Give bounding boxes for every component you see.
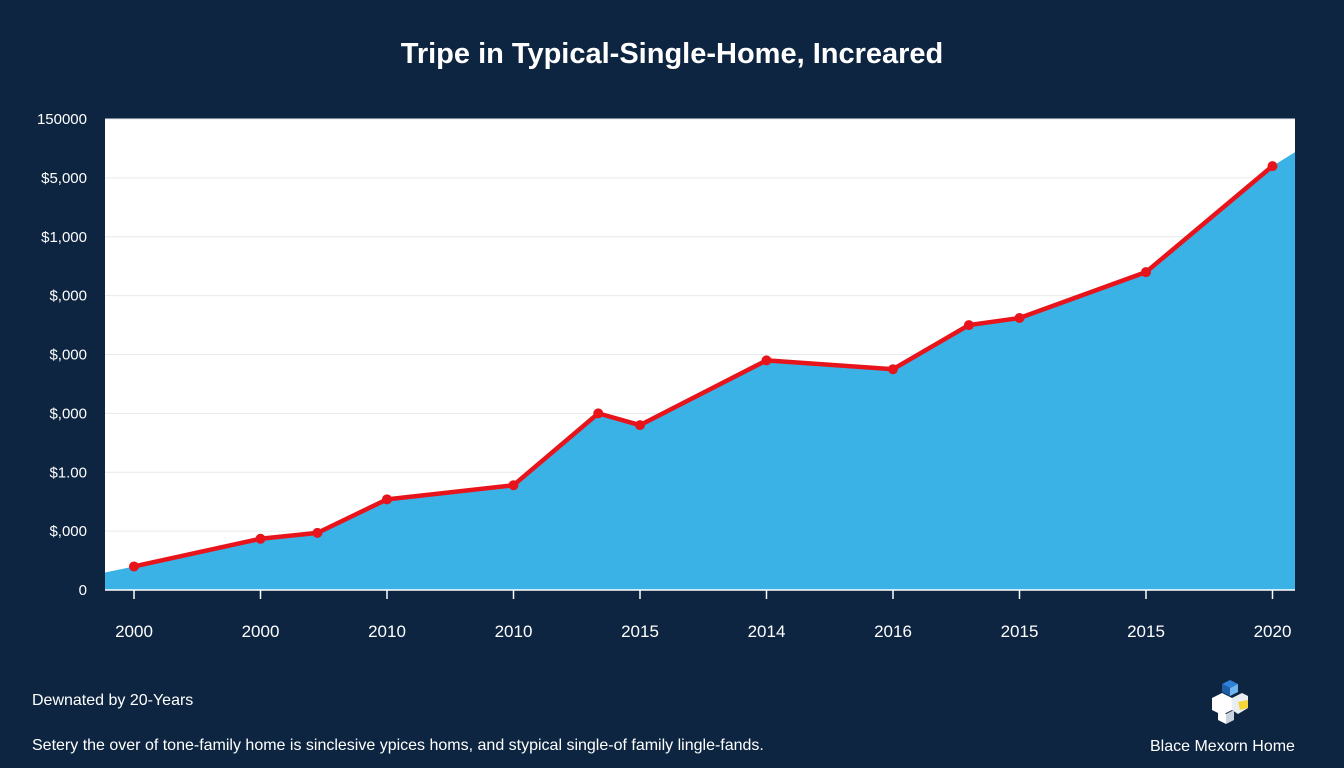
x-axis: 2000 2000 2010 2010 2015 2014 2016 2015 2015 2020 [115, 590, 1291, 641]
data-point [593, 408, 604, 419]
area-layer [105, 152, 1295, 590]
x-tick-label: 2014 [748, 622, 786, 641]
y-tick-label: $1.00 [49, 464, 87, 481]
y-tick-label: $1,000 [41, 229, 87, 246]
brand-name: Blace Mexorn Home [1150, 738, 1295, 755]
y-tick-label: $,000 [49, 523, 87, 540]
data-point [1141, 267, 1151, 278]
x-tick-label: 2010 [368, 622, 406, 641]
data-point [963, 320, 974, 331]
data-point [382, 494, 392, 505]
data-point [129, 561, 139, 572]
brand: Blace Mexorn Home [1150, 680, 1320, 760]
data-point [255, 533, 266, 544]
y-tick-label: 150000 [37, 111, 87, 128]
chart-title: Tripe in Typical-Single-Home, Increared [400, 38, 944, 70]
area-fill [105, 152, 1295, 590]
x-tick-label: 2020 [1254, 622, 1292, 641]
house-cube-logo-icon [1212, 680, 1248, 724]
x-tick-label: 2015 [621, 622, 659, 641]
x-tick-label: 2000 [242, 622, 280, 641]
x-tick-label: 2010 [495, 622, 533, 641]
x-tick-label: 2000 [115, 622, 153, 641]
chart-area: 2000 2000 2010 2010 2015 2014 2016 2015 2015 2020… [37, 111, 1295, 641]
data-point [761, 355, 772, 366]
x-tick-label: 2015 [1001, 622, 1039, 641]
y-axis: 0 $,000 $1.00 $,000 $,000 $,000 $1,000 $5,000 15… [37, 111, 87, 599]
points-layer [129, 161, 1278, 572]
chart-note: Dewnated by 20-Years [32, 692, 194, 709]
data-point [1014, 312, 1025, 323]
y-tick-label: 0 [79, 582, 87, 599]
chart-description: Setery the over of tone-family home is s… [32, 737, 764, 754]
x-tick-label: 2015 [1127, 622, 1165, 641]
y-tick-label: $5,000 [41, 170, 87, 187]
x-tick-label: 2016 [874, 622, 912, 641]
y-tick-label: $,000 [49, 288, 87, 305]
data-point [508, 480, 519, 491]
data-point [635, 420, 645, 431]
data-point [312, 527, 323, 538]
data-point [1267, 161, 1278, 172]
data-point [888, 364, 898, 375]
y-tick-label: $,000 [49, 405, 87, 422]
y-tick-label: $,000 [49, 347, 87, 364]
